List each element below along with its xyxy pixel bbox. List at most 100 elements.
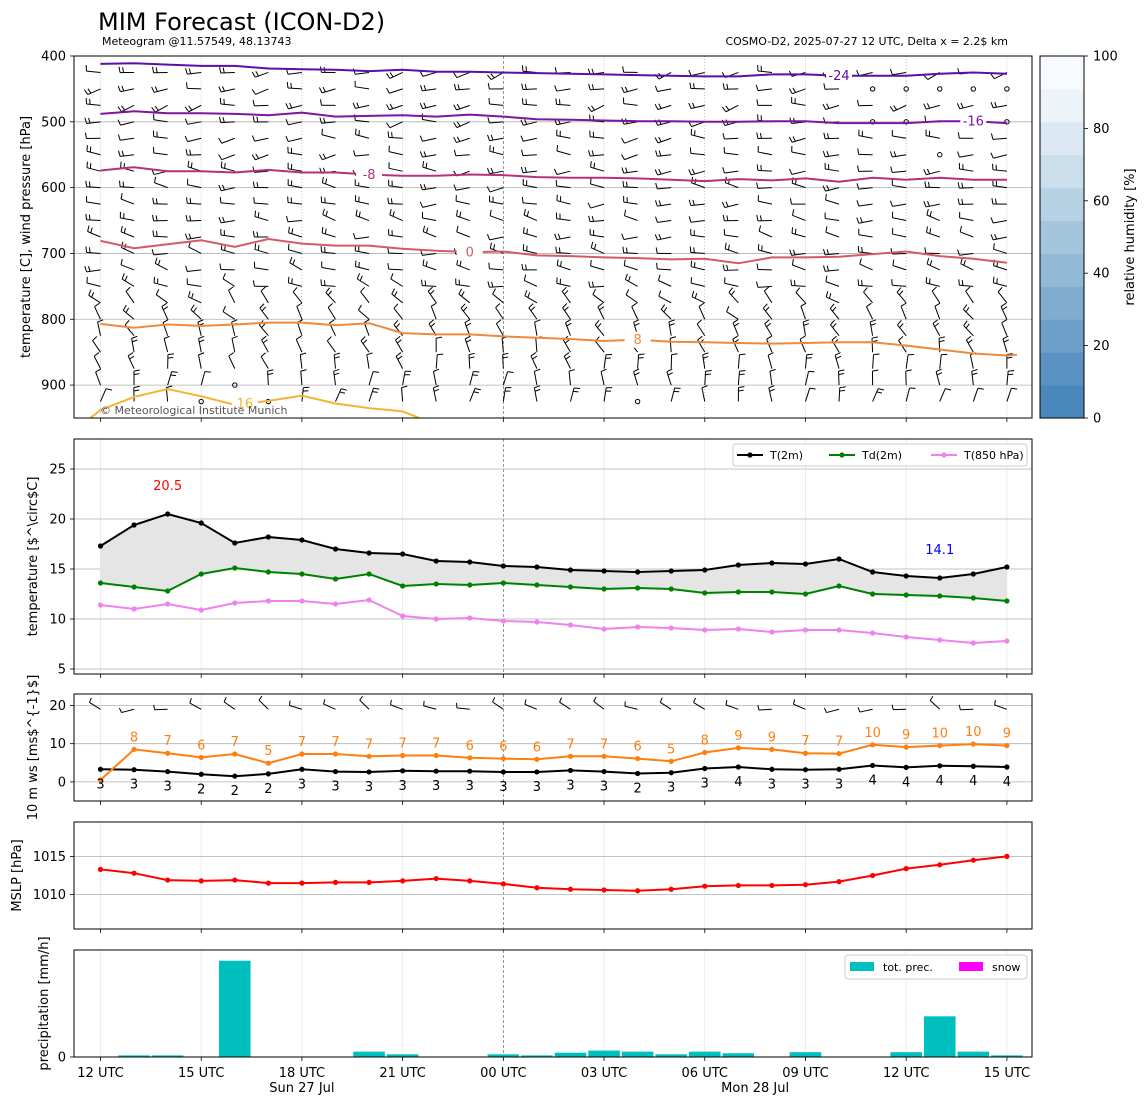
wind-barb-flag (87, 266, 91, 272)
temperature-point (769, 589, 775, 595)
wind-barb-flag (286, 82, 289, 89)
wind-barb-flag (105, 388, 112, 391)
wind-barb-flag (924, 181, 927, 188)
mslp-point (265, 880, 271, 886)
wind-barb (259, 307, 269, 320)
x-tick-label: 18 UTC (279, 1066, 325, 1081)
wind-barb-flag (792, 136, 796, 142)
wind-gust-label: 5 (264, 744, 272, 759)
wind-barb-flag (218, 86, 222, 93)
wind-barb (254, 202, 269, 205)
wind-barb (892, 154, 907, 158)
temperature-point (668, 586, 674, 592)
wind-barb-flag (762, 303, 768, 309)
wind-barb-flag (590, 241, 594, 248)
y-axis-label: temperature [C], wind pressure [hPa] (19, 116, 34, 358)
wind-barb (939, 354, 942, 369)
wind-barb (791, 252, 806, 256)
calm-wind-mark (634, 398, 641, 405)
wind-barb-flag (565, 355, 571, 360)
wind-barb-flag (389, 209, 392, 216)
temperature-point (433, 558, 439, 564)
wind-barb-flag (959, 225, 962, 233)
wind-barb-flag (994, 233, 998, 240)
wind-barb-flag (123, 227, 126, 234)
isotherm-label: 0 (466, 246, 474, 261)
wind-barb (94, 306, 101, 320)
wind-barb (603, 354, 607, 369)
wind-barb (395, 355, 404, 369)
colorbar-tick-label: 60 (1093, 194, 1110, 209)
wind-barb-flag (456, 136, 461, 142)
wind-barb-flag (184, 135, 189, 142)
wind-barb (323, 703, 336, 710)
wind-barb-flag (394, 291, 398, 297)
wind-barb (389, 214, 403, 222)
wind-barb (355, 134, 370, 139)
wind-barb (959, 217, 974, 222)
wind-barb (125, 291, 135, 304)
wind-barb-flag (191, 293, 194, 299)
wind-barb (657, 88, 672, 92)
wind-barb-flag (691, 168, 696, 175)
wind-barb (791, 284, 806, 287)
x-tick-label: 12 UTC (883, 1066, 929, 1081)
isotherm-lines (89, 62, 1018, 418)
wind-barb-flag (401, 385, 408, 389)
wind-barb-flag (151, 107, 156, 113)
wind-barb-flag (289, 102, 293, 109)
wind-barb-flag (521, 65, 524, 72)
wind-barb-flag (188, 291, 191, 298)
wind-barb-flag (189, 215, 192, 221)
wind-barb (838, 387, 841, 402)
wind-barb-flag (188, 68, 192, 74)
wind-barb-flag (95, 368, 102, 373)
legend-label: Td(2m) (861, 449, 902, 462)
x-tick-label: 09 UTC (782, 1066, 828, 1081)
wind-barb (691, 104, 705, 110)
colorbar-tick-label: 100 (1093, 50, 1118, 65)
wind-barb-flag (220, 161, 223, 168)
wind-barb-flag (621, 86, 625, 93)
wind-barb-flag (521, 98, 524, 105)
wind-barb (960, 263, 974, 271)
wind-barb-flag (877, 388, 885, 391)
wind-barb (322, 182, 336, 189)
wind-gust-point (903, 744, 909, 750)
wind-barb (221, 249, 235, 254)
wind-barb (221, 137, 235, 144)
temperature-point (836, 556, 842, 562)
wind-barb-flag (566, 322, 572, 327)
wind-barb-flag (756, 214, 759, 221)
isotherm-label: -16 (963, 115, 984, 130)
wind-barb-flag (429, 290, 435, 295)
wind-barb-flag (333, 372, 340, 376)
wind-speed-point (467, 768, 473, 774)
wind-barb-flag (792, 699, 796, 705)
wind-barb (732, 339, 739, 353)
wind-barb-flag (322, 86, 326, 93)
wind-barb (389, 121, 403, 129)
wind-barb-flag (726, 305, 730, 312)
wind-barb (86, 167, 101, 172)
wind-barb (254, 137, 269, 142)
wind-barb-flag (838, 372, 845, 376)
wind-barb (791, 102, 806, 106)
wind-barb-flag (756, 132, 759, 139)
temperature-point (131, 522, 137, 528)
wind-barb-flag (600, 368, 607, 372)
wind-barb-flag (154, 176, 157, 183)
wind-barb (121, 278, 135, 287)
wind-barb-flag (826, 265, 830, 272)
calm-wind-mark (198, 398, 204, 405)
wind-barb (838, 371, 840, 386)
wind-barb (762, 307, 773, 320)
wind-barb (897, 324, 907, 337)
calm-wind-mark (937, 86, 943, 92)
wind-barb-flag (360, 336, 366, 342)
wind-barb-flag (689, 246, 692, 253)
wind-barb-flag (251, 135, 256, 142)
wind-barb-flag (320, 99, 322, 106)
wind-barb-flag (520, 135, 524, 142)
